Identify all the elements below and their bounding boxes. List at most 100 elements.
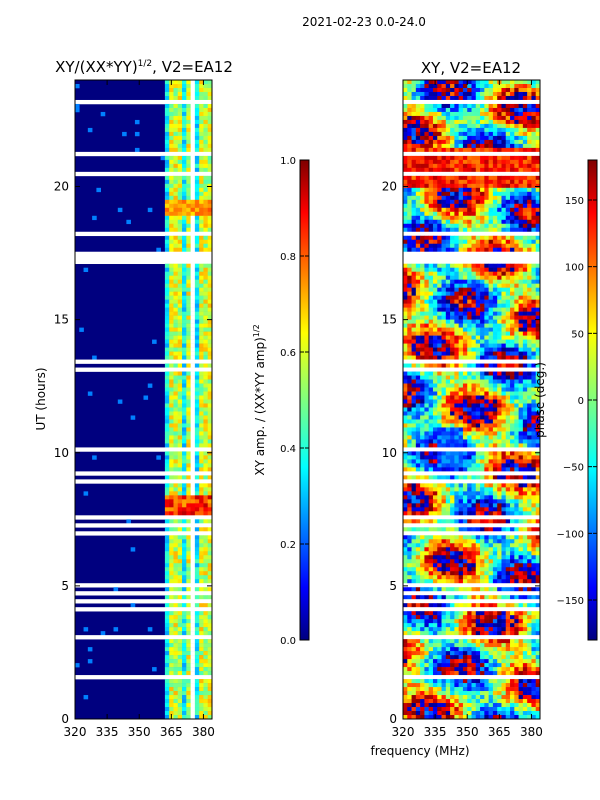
- amplitude-cell: [182, 415, 187, 420]
- phase-cell: [535, 355, 540, 360]
- amplitude-cell: [173, 227, 179, 233]
- amplitude-cell: [194, 639, 200, 644]
- amplitude-cell: [173, 283, 179, 288]
- amplitude-cell: [194, 191, 200, 197]
- phase-cell: [407, 103, 412, 109]
- phase-cell: [510, 295, 515, 300]
- amplitude-cell: [207, 291, 212, 296]
- phase-cell: [437, 211, 442, 217]
- phase-cell: [484, 491, 489, 496]
- phase-cell: [407, 127, 412, 133]
- phase-cell: [450, 131, 455, 137]
- amplitude-cell: [186, 379, 191, 384]
- phase-cell: [535, 115, 540, 121]
- phase-cell: [454, 339, 459, 344]
- amplitude-cell: [134, 131, 140, 137]
- phase-cell: [471, 139, 477, 145]
- amplitude-cell: [182, 211, 187, 217]
- phase-cell: [403, 407, 408, 412]
- phase-cell: [514, 287, 519, 292]
- amplitude-cell: [177, 323, 183, 328]
- phase-cell: [501, 499, 507, 504]
- phase-cell: [480, 351, 485, 356]
- phase-cell: [480, 127, 485, 133]
- amplitude-cell: [194, 535, 200, 540]
- amplitude-cell: [182, 403, 187, 408]
- amplitude-cell: [194, 387, 200, 392]
- phase-cell: [475, 235, 481, 241]
- phase-cell: [510, 107, 515, 113]
- amplitude-cell: [190, 575, 196, 580]
- phase-cell: [527, 207, 532, 213]
- amplitude-cell: [194, 331, 200, 336]
- phase-cell: [488, 423, 494, 428]
- phase-cell: [407, 535, 412, 540]
- amplitude-cell: [182, 291, 187, 296]
- phase-cell: [501, 363, 507, 368]
- phase-cell: [475, 343, 481, 348]
- phase-cell: [527, 459, 532, 464]
- phase-cell: [471, 303, 477, 308]
- amplitude-cell: [199, 331, 204, 336]
- phase-cell: [454, 219, 459, 225]
- amplitude-cell: [164, 427, 170, 432]
- phase-cell: [424, 495, 429, 500]
- phase-cell: [471, 311, 477, 316]
- phase-cell: [492, 147, 498, 153]
- phase-cell: [497, 275, 502, 280]
- amplitude-cell: [199, 235, 204, 241]
- amplitude-cell: [203, 111, 209, 117]
- amplitude-cell: [164, 611, 170, 616]
- phase-cell: [501, 247, 507, 253]
- phase-cell: [522, 123, 528, 129]
- phase-cell: [420, 439, 425, 444]
- phase-cell: [531, 227, 537, 233]
- phase-cell: [428, 243, 434, 249]
- phase-cell: [441, 275, 447, 280]
- phase-cell: [424, 219, 429, 225]
- amplitude-cell: [190, 283, 196, 288]
- phase-cell: [527, 223, 532, 229]
- phase-cell: [424, 143, 429, 149]
- phase-cell: [445, 451, 451, 456]
- amplitude-cell: [203, 323, 209, 328]
- phase-cell: [454, 163, 459, 169]
- phase-cell: [450, 83, 455, 89]
- amplitude-cell: [169, 363, 174, 368]
- amplitude-cell: [186, 475, 191, 480]
- amplitude-cell: [186, 691, 191, 696]
- phase-cell: [458, 311, 464, 316]
- amplitude-cell: [182, 587, 187, 592]
- phase-cell: [420, 207, 425, 213]
- phase-cell: [522, 415, 528, 420]
- phase-cell: [518, 487, 524, 492]
- amplitude-cell: [173, 423, 179, 428]
- phase-cell: [522, 127, 528, 133]
- phase-cell: [531, 107, 537, 113]
- phase-flagged-row: [403, 99, 540, 105]
- amplitude-cell: [207, 131, 212, 137]
- phase-cell: [484, 167, 489, 173]
- phase-cell: [462, 123, 468, 129]
- phase-cell: [497, 175, 502, 181]
- phase-cell: [480, 439, 485, 444]
- phase-cell: [505, 343, 511, 348]
- phase-cell: [445, 527, 451, 532]
- phase-cell: [505, 163, 511, 169]
- phase-cell: [458, 235, 464, 241]
- amplitude-cell: [207, 603, 212, 608]
- phase-cell: [458, 347, 464, 352]
- phase-cell: [488, 223, 494, 229]
- amplitude-cell: [177, 403, 183, 408]
- phase-cell: [531, 343, 537, 348]
- amplitude-cell: [169, 547, 174, 552]
- phase-cell: [467, 239, 472, 245]
- phase-cell: [437, 419, 442, 424]
- phase-heatmap: [403, 80, 540, 719]
- amplitude-xtick-label: 350: [128, 725, 151, 739]
- phase-cell: [535, 111, 540, 117]
- phase-cell: [505, 355, 511, 360]
- phase-cell: [484, 211, 489, 217]
- phase-cell: [510, 187, 515, 193]
- phase-cell: [420, 375, 425, 380]
